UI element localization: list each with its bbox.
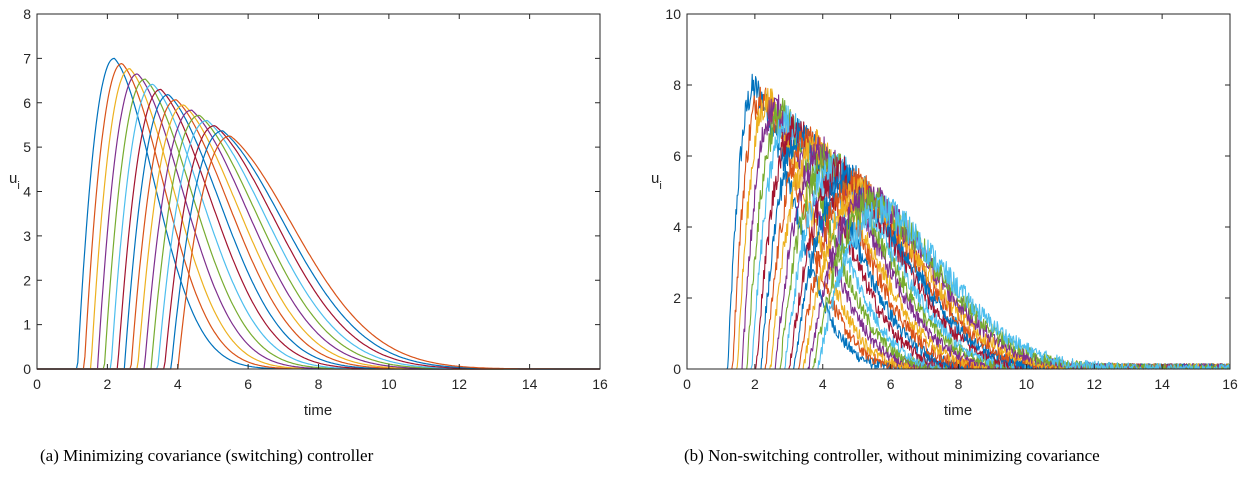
chart-b-xtick-label: 0: [683, 376, 691, 392]
chart-a-series-line: [37, 83, 600, 370]
chart-a-ylabel-main: u: [9, 170, 17, 187]
chart-a-ytick-label: 4: [23, 184, 31, 200]
chart-a-xtick-label: 8: [315, 376, 323, 392]
chart-a-xtick-label: 0: [33, 376, 41, 392]
chart-b-ytick-label: 10: [665, 6, 681, 22]
chart-b-ytick-label: 2: [673, 290, 681, 306]
chart-b-ytick-label: 8: [673, 77, 681, 93]
chart-b: 0 2 4 6 8 10 12 14 16 0 2 4 6 8 10 time ui: [651, 6, 1238, 419]
chart-a-series-line: [37, 88, 600, 370]
chart-b-xtick-label: 12: [1086, 376, 1102, 392]
chart-a-series-group: [37, 57, 600, 370]
chart-a-ytick-label: 2: [23, 272, 31, 288]
chart-b-xtick-label: 10: [1019, 376, 1035, 392]
chart-b-ytick-label: 0: [673, 361, 681, 377]
chart-b-ylabel: ui: [651, 170, 662, 192]
chart-a-ytick-label: 8: [23, 6, 31, 22]
caption-b: (b) Non-switching controller, without mi…: [684, 446, 1100, 465]
chart-a-ylabel: ui: [9, 170, 20, 192]
chart-b-ticks: 0 2 4 6 8 10 12 14 16 0 2 4 6 8 10: [665, 6, 1238, 392]
chart-a-xlabel: time: [304, 402, 332, 419]
chart-a-series-line: [37, 78, 600, 370]
chart-b-xtick-label: 8: [955, 376, 963, 392]
chart-a-ytick-label: 7: [23, 50, 31, 66]
chart-b-ylabel-sub: i: [659, 180, 661, 192]
chart-a-xtick-label: 2: [103, 376, 111, 392]
chart-a-xtick-label: 16: [592, 376, 608, 392]
chart-b-series-group: [687, 73, 1231, 370]
chart-a-series-line: [37, 114, 600, 370]
chart-a-xtick-label: 10: [381, 376, 397, 392]
chart-a-xtick-label: 12: [451, 376, 467, 392]
chart-a-ylabel-sub: i: [17, 180, 19, 192]
chart-a-xtick-label: 4: [174, 376, 182, 392]
chart-a-ytick-label: 0: [23, 361, 31, 377]
chart-b-ylabel-main: u: [651, 170, 659, 187]
caption-a: (a) Minimizing covariance (switching) co…: [40, 446, 374, 465]
chart-a-ytick-label: 6: [23, 95, 31, 111]
chart-a-ytick-label: 1: [23, 317, 31, 333]
chart-b-xtick-label: 2: [751, 376, 759, 392]
chart-b-ytick-label: 4: [673, 219, 681, 235]
chart-a-ytick-label: 5: [23, 139, 31, 155]
chart-b-xtick-label: 6: [887, 376, 895, 392]
chart-b-xtick-label: 14: [1154, 376, 1170, 392]
chart-b-xtick-label: 4: [819, 376, 827, 392]
chart-b-xtick-label: 16: [1222, 376, 1238, 392]
chart-a-xtick-label: 14: [522, 376, 538, 392]
chart-a-series-line: [37, 119, 600, 370]
chart-a-ytick-label: 3: [23, 228, 31, 244]
chart-a-series-line: [37, 125, 600, 370]
chart-b-ytick-label: 6: [673, 148, 681, 164]
chart-a-xtick-label: 6: [244, 376, 252, 392]
chart-b-xlabel: time: [944, 402, 972, 419]
